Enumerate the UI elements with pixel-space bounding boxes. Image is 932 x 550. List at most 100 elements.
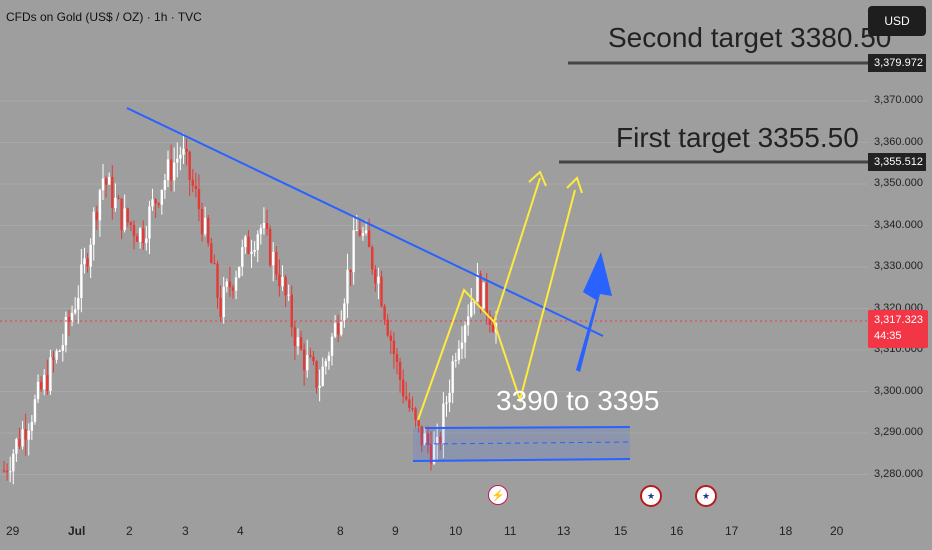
candle-down xyxy=(420,425,423,445)
candle-up xyxy=(98,190,102,221)
price-tick-label: 3,330.000 xyxy=(874,260,923,272)
candle-up xyxy=(377,276,380,284)
candle-up xyxy=(253,249,256,252)
candle-down xyxy=(336,323,340,335)
candle-down xyxy=(367,230,371,248)
time-tick-label: 10 xyxy=(449,524,463,538)
candle-down xyxy=(411,408,414,410)
candle-down xyxy=(247,236,250,254)
candle-up xyxy=(83,258,86,265)
grid-lines xyxy=(0,100,868,475)
candle-down xyxy=(265,222,269,229)
candle-up xyxy=(73,309,77,313)
candle-up xyxy=(30,421,34,431)
candle-down xyxy=(389,335,392,341)
candle-up xyxy=(262,222,266,229)
candle-down xyxy=(132,225,136,237)
candle-up xyxy=(123,208,126,231)
us-flag-icon[interactable]: ★ xyxy=(640,485,662,507)
candle-down xyxy=(392,340,396,355)
time-tick-label: 29 xyxy=(6,524,20,538)
candle-up xyxy=(241,247,244,267)
candle-down xyxy=(268,228,272,266)
candle-down xyxy=(275,251,278,275)
candle-down xyxy=(371,247,374,270)
candle-up xyxy=(281,276,284,287)
candle-up xyxy=(8,471,12,473)
candle-up xyxy=(272,251,275,266)
candle-down xyxy=(429,444,433,464)
candle-up xyxy=(250,251,253,254)
candle-down xyxy=(117,197,120,199)
currency-button[interactable]: USD xyxy=(868,6,926,36)
candle-up xyxy=(225,281,228,287)
candle-up xyxy=(287,294,290,296)
candle-up xyxy=(306,355,309,371)
symbol-title: CFDs on Gold (US$ / OZ) · 1h · TVC xyxy=(6,10,202,24)
candle-down xyxy=(207,217,210,244)
candle-up xyxy=(451,361,454,393)
candle-up xyxy=(340,320,343,335)
candle-up xyxy=(148,206,151,239)
candle-up xyxy=(101,178,105,191)
candle-up xyxy=(58,350,61,352)
time-tick-label: Jul xyxy=(68,524,86,538)
candle-up xyxy=(330,336,334,356)
candle-down xyxy=(395,354,399,363)
candle-down xyxy=(401,379,405,397)
candle-up xyxy=(234,277,238,291)
candle-up xyxy=(160,189,164,205)
candle-down xyxy=(157,203,160,205)
candle-up xyxy=(321,366,324,386)
first-target-label: First target 3355.50 xyxy=(616,122,859,153)
price-tick-label: 3,290.000 xyxy=(874,426,923,438)
candle-up xyxy=(55,351,58,360)
candle-down xyxy=(213,263,216,265)
candle-down xyxy=(219,297,222,318)
candle-up xyxy=(61,345,64,351)
candle-down xyxy=(18,439,21,447)
candle-up xyxy=(179,154,182,159)
candle-down xyxy=(169,159,173,181)
candle-up xyxy=(445,402,448,404)
candle-down xyxy=(52,357,55,360)
candle-down xyxy=(312,356,315,362)
lightning-icon[interactable]: ⚡ xyxy=(488,485,508,505)
second-target-price-tag: 3,379.972 xyxy=(868,54,926,72)
candle-down xyxy=(135,236,139,242)
candle-up xyxy=(318,385,321,388)
candle-up xyxy=(454,360,457,362)
price-tick-label: 3,360.000 xyxy=(874,135,923,148)
candle-down xyxy=(24,429,27,440)
arrow-head-right xyxy=(566,176,583,194)
candle-down xyxy=(39,381,43,390)
zone-mid-line xyxy=(424,441,631,445)
candle-up xyxy=(108,176,111,185)
candle-up xyxy=(43,374,46,390)
candle-up xyxy=(482,282,485,309)
candle-down xyxy=(188,151,191,180)
candle-up xyxy=(145,238,148,244)
candle-up xyxy=(203,217,207,234)
candle-up xyxy=(222,286,225,318)
candle-up xyxy=(442,403,445,444)
candle-down xyxy=(95,211,99,221)
time-tick-label: 8 xyxy=(337,524,344,538)
zone-bottom-line xyxy=(412,458,631,462)
price-tick-label: 3,280.000 xyxy=(874,467,923,480)
candle-down xyxy=(405,396,408,400)
candle-up xyxy=(27,430,30,440)
time-tick-label: 11 xyxy=(504,524,517,538)
candle-up xyxy=(470,302,473,317)
candle-up xyxy=(259,228,263,235)
candle-up xyxy=(237,266,241,278)
candle-down xyxy=(374,269,377,284)
candle-down xyxy=(278,274,281,287)
candle-up xyxy=(436,436,439,445)
candle-down xyxy=(154,199,157,204)
candle-up xyxy=(92,211,95,245)
us-flag-icon[interactable]: ★ xyxy=(695,485,717,507)
time-tick-label: 3 xyxy=(182,524,189,538)
